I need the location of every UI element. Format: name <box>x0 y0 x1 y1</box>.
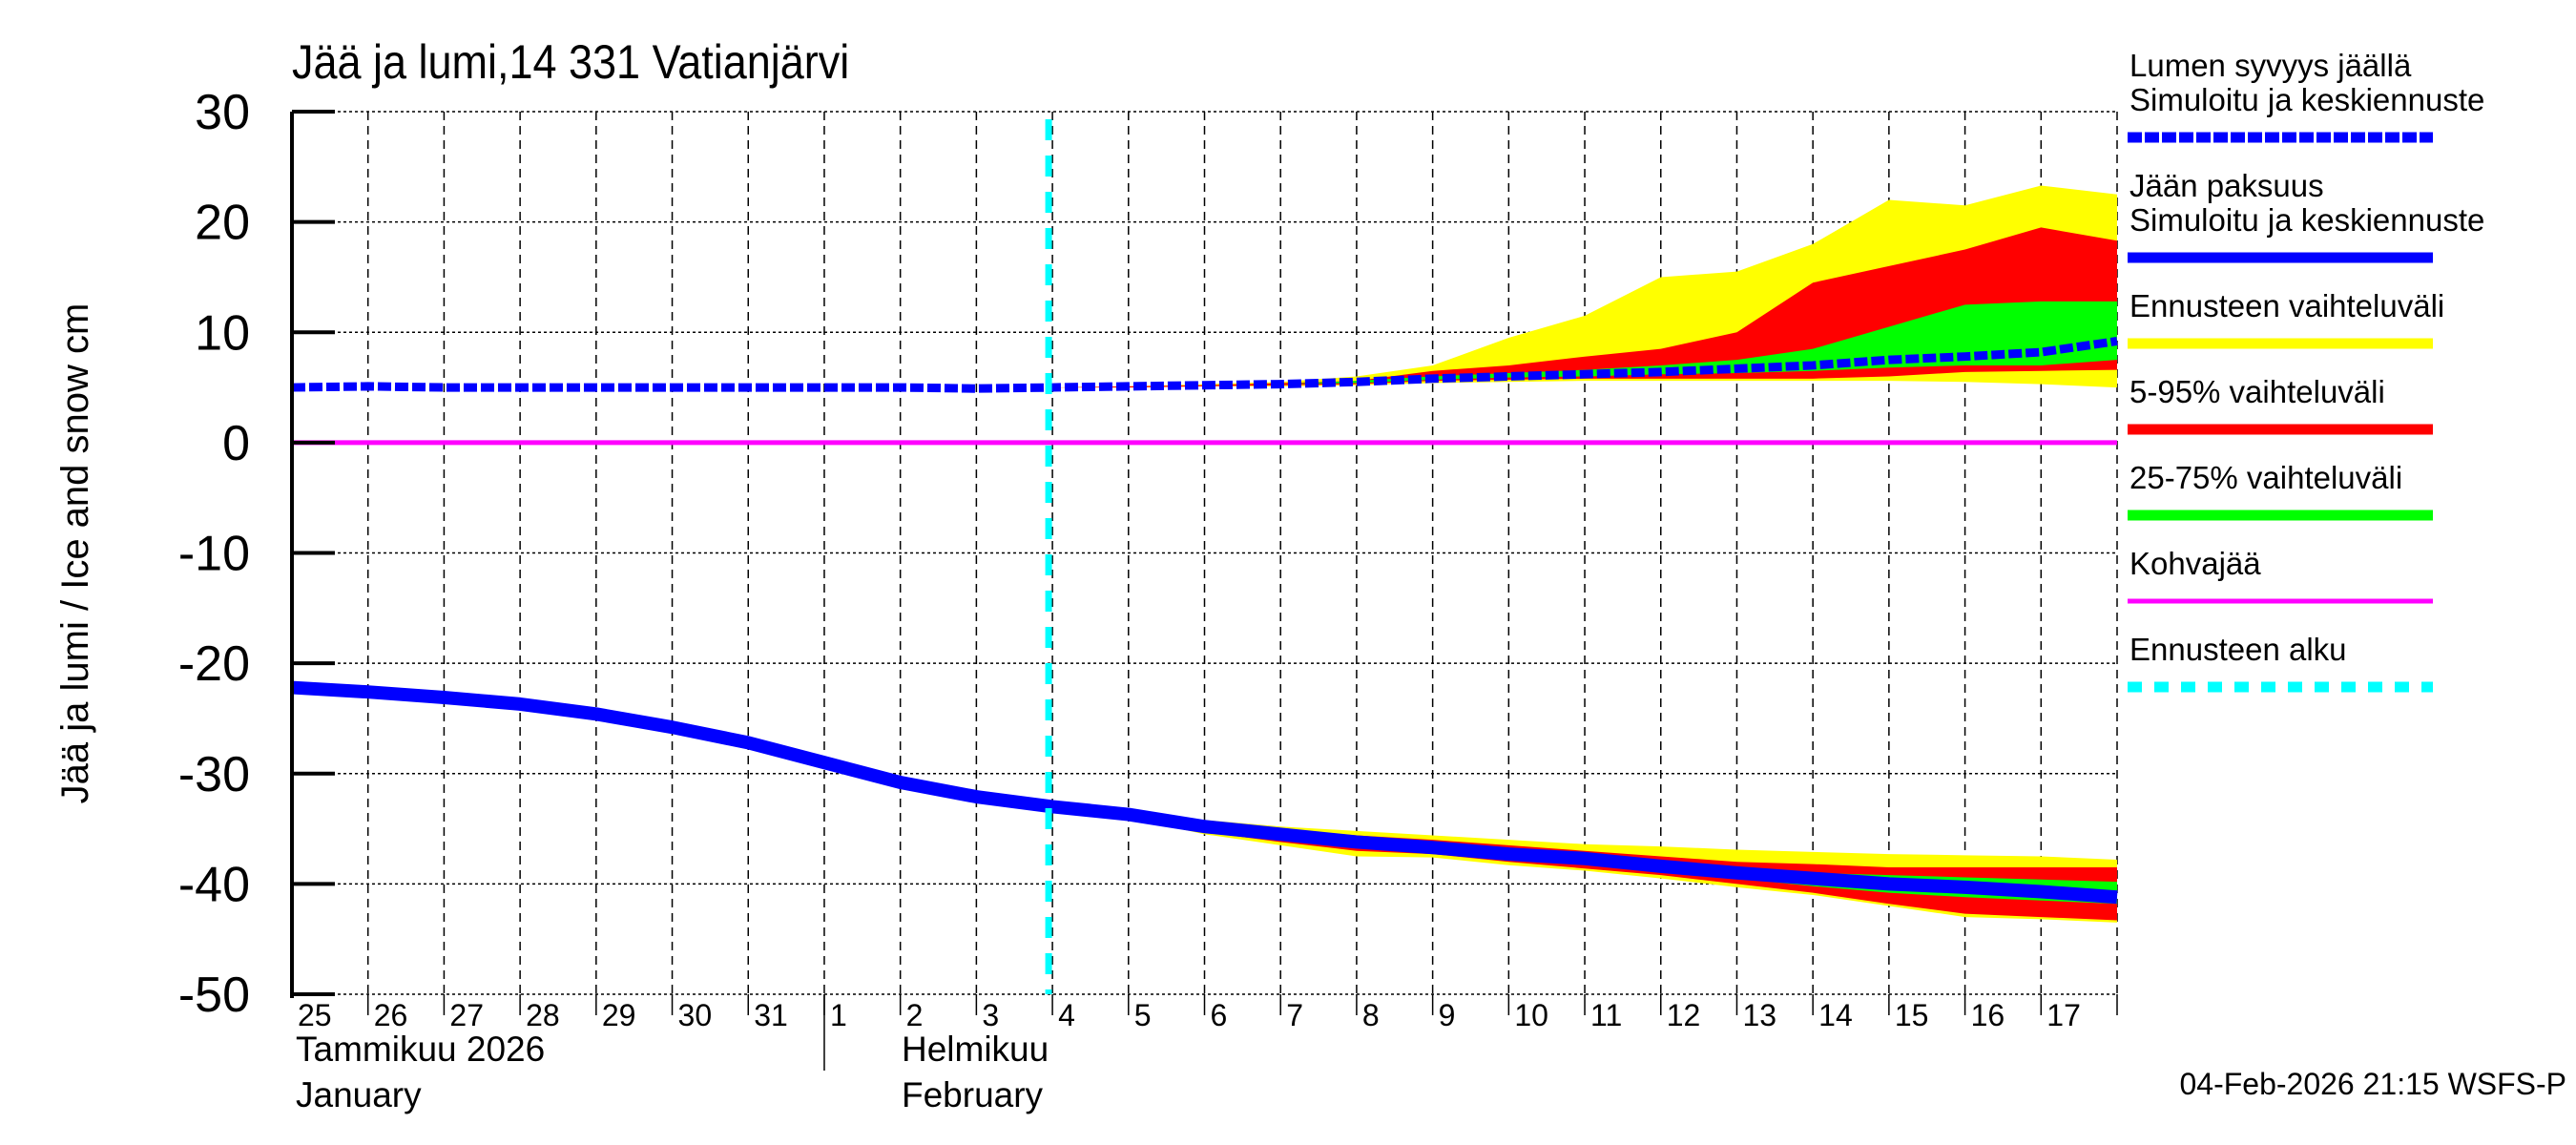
x-tick-label: 6 <box>1211 998 1228 1032</box>
x-tick-label: 26 <box>374 998 408 1032</box>
month-label-february-en: February <box>902 1075 1044 1114</box>
y-axis-label: Jää ja lumi / Ice and snow cm <box>54 303 96 804</box>
x-tick-label: 8 <box>1362 998 1380 1032</box>
chart-title: Jää ja lumi,14 331 Vatianjärvi <box>292 36 849 90</box>
snow-band-2 <box>1052 301 2117 388</box>
month-label-january-en: January <box>296 1075 422 1114</box>
legend-label: Jään paksuus <box>2129 168 2324 203</box>
x-tick-label: 3 <box>982 998 999 1032</box>
x-tick-label: 9 <box>1439 998 1456 1032</box>
legend-label: Simuloitu ja keskiennuste <box>2129 82 2484 117</box>
x-tick-label: 4 <box>1058 998 1075 1032</box>
series-line-1 <box>291 680 2118 905</box>
x-tick-label: 5 <box>1134 998 1152 1032</box>
month-label-february-fi: Helmikuu <box>902 1030 1049 1069</box>
legend-label: Ennusteen alku <box>2129 632 2347 667</box>
y-tick-label: -40 <box>178 857 250 912</box>
x-tick-label: 11 <box>1590 998 1622 1032</box>
x-tick-label: 30 <box>678 998 713 1032</box>
x-tick-label: 1 <box>830 998 847 1032</box>
x-tick-label: 16 <box>1971 998 2005 1032</box>
y-tick-label: 0 <box>222 416 250 471</box>
legend-label: Simuloitu ja keskiennuste <box>2129 202 2484 238</box>
x-tick-label: 29 <box>602 998 636 1032</box>
timestamp: 04-Feb-2026 21:15 WSFS-P <box>2179 1067 2566 1101</box>
month-label-january-fi: Tammikuu 2026 <box>296 1030 545 1069</box>
x-tick-label: 10 <box>1514 998 1548 1032</box>
x-tick-label: 12 <box>1667 998 1701 1032</box>
y-tick-label: 20 <box>195 196 250 251</box>
y-tick-label: 10 <box>195 305 250 361</box>
x-tick-label: 7 <box>1286 998 1303 1032</box>
legend-label: 5-95% vaihteluväli <box>2129 374 2385 409</box>
x-tick-label: 25 <box>298 998 332 1032</box>
x-tick-label: 2 <box>906 998 924 1032</box>
x-tick-label: 13 <box>1742 998 1776 1032</box>
x-tick-label: 31 <box>754 998 788 1032</box>
x-tick-label: 17 <box>2046 998 2081 1032</box>
legend-label: Kohvajää <box>2129 546 2261 581</box>
x-tick-label: 15 <box>1895 998 1929 1032</box>
x-tick-label: 28 <box>526 998 560 1032</box>
x-tick-label: 27 <box>449 998 484 1032</box>
y-tick-label: -20 <box>178 636 250 692</box>
y-tick-label: 30 <box>195 85 250 140</box>
y-tick-label: -30 <box>178 747 250 802</box>
legend-label: 25-75% vaihteluväli <box>2129 460 2402 495</box>
x-tick-label: 14 <box>1818 998 1853 1032</box>
y-tick-label: -50 <box>178 968 250 1023</box>
legend-label: Lumen syvyys jäällä <box>2129 48 2412 83</box>
chart-marks <box>291 119 2118 994</box>
legend-label: Ennusteen vaihteluväli <box>2129 288 2444 323</box>
y-tick-label: -10 <box>178 527 250 582</box>
